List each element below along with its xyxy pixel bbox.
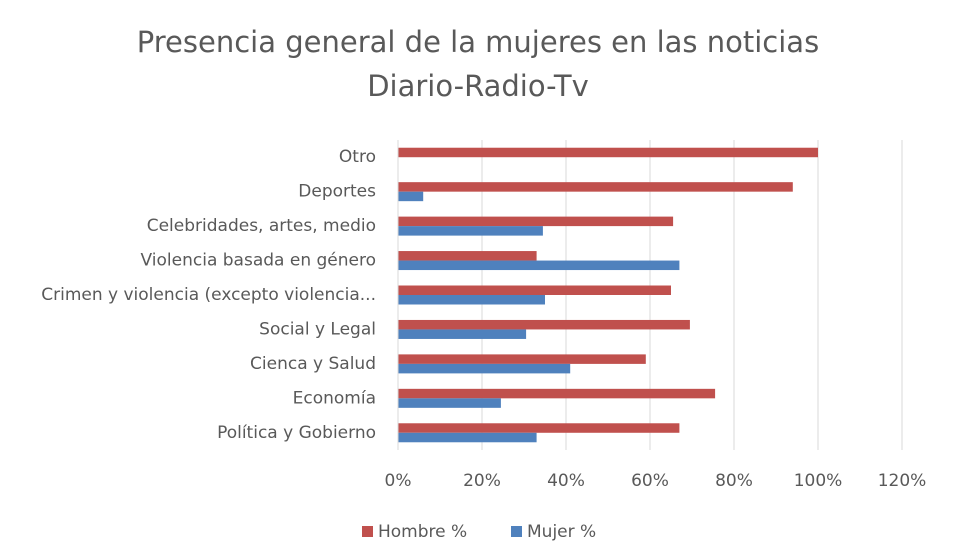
legend-swatch bbox=[362, 526, 373, 537]
y-tick-label: Otro bbox=[339, 147, 376, 167]
x-tick-label: 40% bbox=[547, 471, 585, 491]
bar bbox=[398, 216, 674, 227]
bar bbox=[398, 388, 716, 399]
x-tick-label: 0% bbox=[385, 471, 412, 491]
bar bbox=[398, 319, 690, 330]
legend-swatch bbox=[511, 526, 522, 537]
bar bbox=[398, 260, 680, 271]
bar bbox=[398, 147, 818, 158]
y-tick-label: Social y Legal bbox=[259, 319, 376, 339]
x-tick-label: 120% bbox=[878, 471, 927, 491]
chart-title: Presencia general de la mujeres en las n… bbox=[137, 25, 819, 59]
x-tick-label: 20% bbox=[463, 471, 501, 491]
legend-label: Hombre % bbox=[378, 522, 467, 542]
bar bbox=[398, 251, 537, 261]
bar bbox=[398, 398, 501, 408]
bar bbox=[398, 432, 537, 443]
bar bbox=[398, 423, 680, 433]
bar bbox=[398, 329, 527, 339]
bar bbox=[398, 285, 671, 295]
x-tick-label: 60% bbox=[631, 471, 669, 491]
x-tick-label: 100% bbox=[794, 471, 843, 491]
bar bbox=[398, 354, 646, 364]
bar bbox=[398, 226, 543, 236]
legend-label: Mujer % bbox=[527, 522, 596, 542]
y-tick-label: Celebridades, artes, medio bbox=[147, 216, 376, 236]
bar bbox=[398, 363, 571, 374]
bar bbox=[398, 295, 545, 305]
bar bbox=[398, 182, 793, 192]
y-tick-label: Deportes bbox=[298, 182, 376, 202]
x-tick-label: 80% bbox=[715, 471, 753, 491]
y-tick-label: Economía bbox=[293, 388, 376, 408]
y-tick-label: Violencia basada en género bbox=[141, 251, 376, 271]
chart-subtitle: Diario-Radio-Tv bbox=[367, 69, 589, 103]
bar bbox=[398, 191, 424, 202]
y-tick-label: Crimen y violencia (excepto violencia... bbox=[41, 285, 376, 305]
y-tick-label: Cienca y Salud bbox=[250, 354, 376, 374]
y-tick-label: Política y Gobierno bbox=[217, 423, 376, 443]
